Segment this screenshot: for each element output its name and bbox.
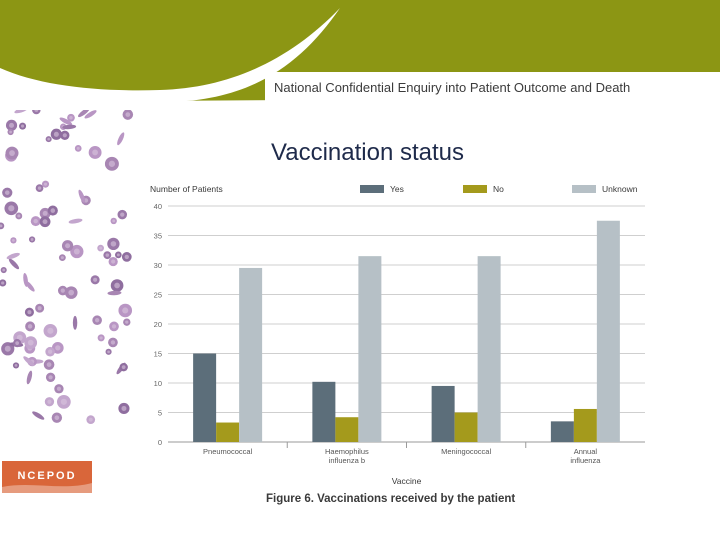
logo-text: NCEPOD (17, 470, 77, 482)
y-tick-label: 15 (154, 350, 162, 359)
bar-yes-0 (193, 353, 217, 442)
x-tick-label: Pneumococcal (203, 447, 253, 456)
x-axis-label: Vaccine (392, 476, 422, 486)
y-tick-label: 35 (154, 232, 162, 241)
legend-label-unknown: Unknown (602, 184, 638, 194)
blood-cells-decoration (0, 110, 134, 424)
bar-unknown-2 (477, 256, 501, 442)
x-tick-label: Meningococcal (441, 447, 491, 456)
figure-caption: Figure 6. Vaccinations received by the p… (266, 493, 516, 505)
y-tick-label: 30 (154, 261, 162, 270)
y-tick-label: 40 (154, 202, 162, 211)
x-tick-label: Annual (574, 447, 598, 456)
bar-unknown-3 (596, 220, 620, 442)
legend-swatch-unknown (572, 185, 596, 193)
legend-swatch-yes (360, 185, 384, 193)
bar-no-0 (216, 422, 240, 442)
y-axis-label: Number of Patients (150, 184, 223, 194)
bar-no-3 (573, 408, 597, 442)
y-tick-label: 25 (154, 291, 162, 300)
x-tick-label: Haemophilus (325, 447, 369, 456)
y-tick-label: 5 (158, 409, 162, 418)
bar-yes-3 (550, 421, 574, 442)
y-tick-label: 0 (158, 438, 162, 447)
bar-no-2 (454, 412, 478, 442)
legend-label-no: No (493, 184, 504, 194)
organisation-name: National Confidential Enquiry into Patie… (274, 80, 631, 95)
bar-unknown-1 (358, 256, 382, 442)
slide-title: Vaccination status (271, 139, 464, 166)
y-tick-label: 10 (154, 379, 162, 388)
legend-swatch-no (463, 185, 487, 193)
x-tick-label: influenza (570, 456, 601, 465)
header-banner (0, 0, 720, 102)
bar-yes-2 (431, 385, 455, 442)
ncepod-logo: NCEPOD (2, 461, 92, 493)
legend-label-yes: Yes (390, 184, 404, 194)
bar-unknown-0 (239, 267, 263, 442)
x-tick-label: influenza b (329, 456, 365, 465)
y-tick-label: 20 (154, 320, 162, 329)
bar-yes-1 (312, 381, 336, 442)
vaccination-bar-chart: Number of Patients Yes No Unknown 0 5 10 15 20 25… (150, 184, 645, 486)
bar-no-1 (335, 417, 359, 442)
